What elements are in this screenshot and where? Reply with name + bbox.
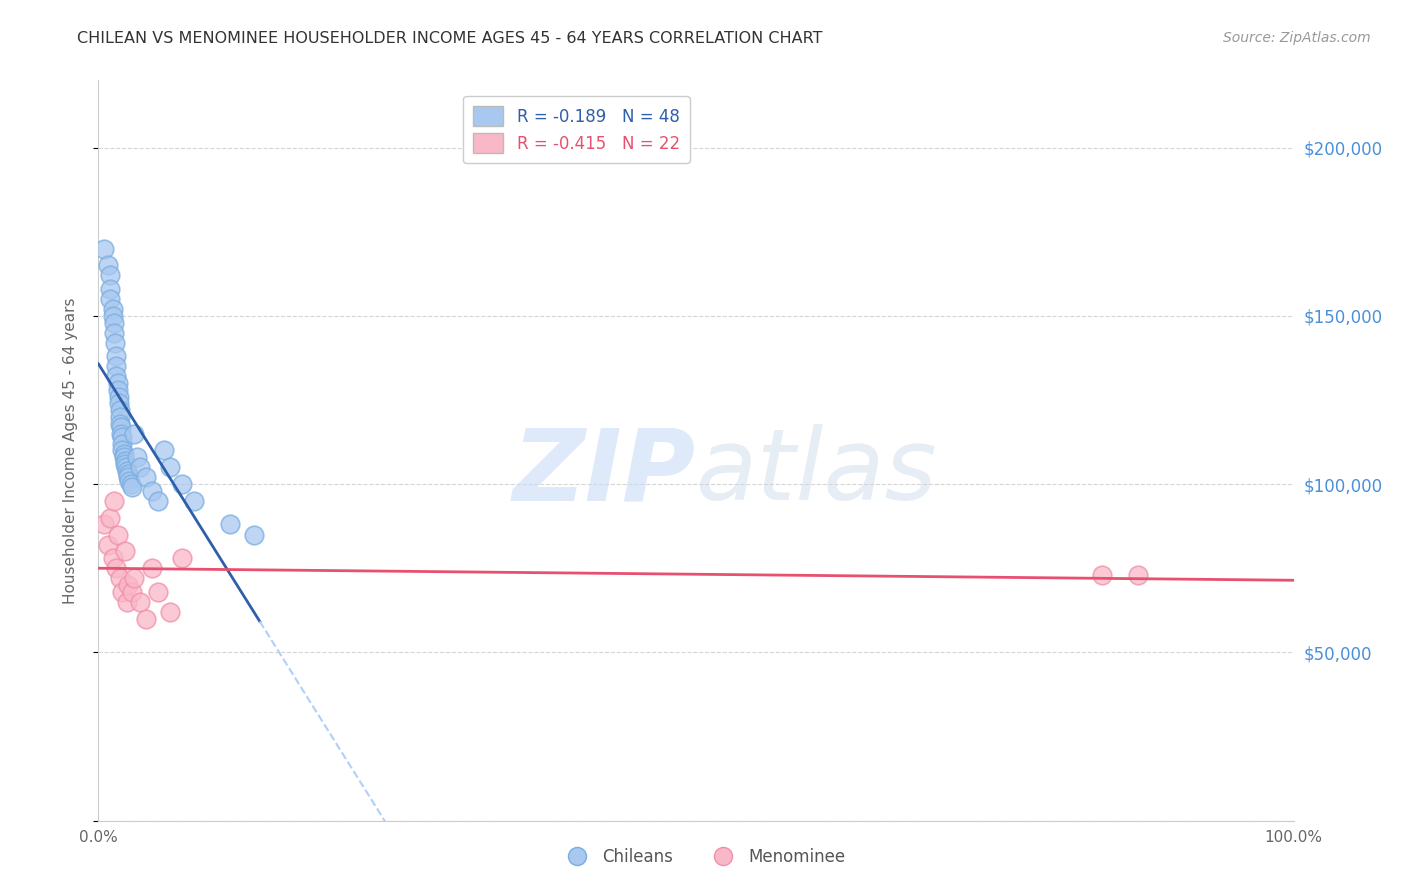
Point bbox=[125, 450, 148, 465]
Point bbox=[105, 369, 128, 384]
Point bbox=[135, 612, 157, 626]
Point bbox=[93, 517, 115, 532]
Point bbox=[148, 494, 170, 508]
Point bbox=[103, 316, 125, 330]
Point bbox=[141, 483, 163, 498]
Legend: R = -0.189   N = 48, R = -0.415   N = 22: R = -0.189 N = 48, R = -0.415 N = 22 bbox=[463, 96, 690, 163]
Point bbox=[98, 292, 122, 306]
Point bbox=[148, 584, 170, 599]
Point bbox=[105, 359, 128, 374]
Point bbox=[135, 470, 157, 484]
Legend: Chileans, Menominee: Chileans, Menominee bbox=[554, 842, 852, 873]
Point bbox=[112, 450, 135, 465]
Point bbox=[111, 430, 134, 444]
Point bbox=[115, 595, 138, 609]
Point bbox=[101, 309, 124, 323]
Point bbox=[1128, 568, 1150, 582]
Point bbox=[98, 510, 122, 524]
Point bbox=[121, 584, 143, 599]
Point bbox=[115, 464, 138, 478]
Point bbox=[243, 527, 266, 541]
Point bbox=[120, 477, 142, 491]
Point bbox=[105, 349, 128, 363]
Point bbox=[107, 383, 129, 397]
Point bbox=[97, 538, 120, 552]
Point bbox=[110, 420, 132, 434]
Point bbox=[118, 474, 141, 488]
Point bbox=[183, 494, 205, 508]
Point bbox=[103, 494, 125, 508]
Point bbox=[172, 477, 194, 491]
Text: CHILEAN VS MENOMINEE HOUSEHOLDER INCOME AGES 45 - 64 YEARS CORRELATION CHART: CHILEAN VS MENOMINEE HOUSEHOLDER INCOME … bbox=[77, 31, 823, 46]
Point bbox=[219, 517, 242, 532]
Point bbox=[98, 282, 122, 296]
Point bbox=[108, 571, 131, 585]
Y-axis label: Householder Income Ages 45 - 64 years: Householder Income Ages 45 - 64 years bbox=[63, 297, 77, 604]
Point bbox=[111, 443, 134, 458]
Point bbox=[108, 409, 131, 424]
Point bbox=[141, 561, 163, 575]
Point bbox=[172, 551, 194, 566]
Point bbox=[93, 242, 115, 256]
Text: ZIP: ZIP bbox=[513, 425, 696, 521]
Point bbox=[129, 595, 152, 609]
Point bbox=[111, 584, 134, 599]
Point bbox=[117, 467, 139, 481]
Point bbox=[112, 447, 135, 461]
Point bbox=[114, 544, 136, 558]
Point bbox=[101, 302, 124, 317]
Point bbox=[124, 426, 146, 441]
Text: Source: ZipAtlas.com: Source: ZipAtlas.com bbox=[1223, 31, 1371, 45]
Point bbox=[111, 436, 134, 450]
Point bbox=[97, 259, 120, 273]
Point bbox=[114, 457, 136, 471]
Point bbox=[103, 326, 125, 340]
Point bbox=[159, 605, 181, 619]
Point bbox=[159, 460, 181, 475]
Point bbox=[107, 527, 129, 541]
Point bbox=[110, 426, 132, 441]
Text: atlas: atlas bbox=[696, 425, 938, 521]
Point bbox=[104, 335, 127, 350]
Point bbox=[117, 470, 139, 484]
Point bbox=[1091, 568, 1114, 582]
Point bbox=[124, 571, 146, 585]
Point bbox=[101, 551, 124, 566]
Point bbox=[129, 460, 152, 475]
Point bbox=[115, 460, 138, 475]
Point bbox=[108, 417, 131, 431]
Point bbox=[107, 390, 129, 404]
Point bbox=[98, 268, 122, 283]
Point bbox=[114, 453, 136, 467]
Point bbox=[107, 376, 129, 391]
Point bbox=[107, 396, 129, 410]
Point bbox=[108, 403, 131, 417]
Point bbox=[121, 481, 143, 495]
Point bbox=[153, 443, 176, 458]
Point bbox=[105, 561, 128, 575]
Point bbox=[117, 578, 139, 592]
